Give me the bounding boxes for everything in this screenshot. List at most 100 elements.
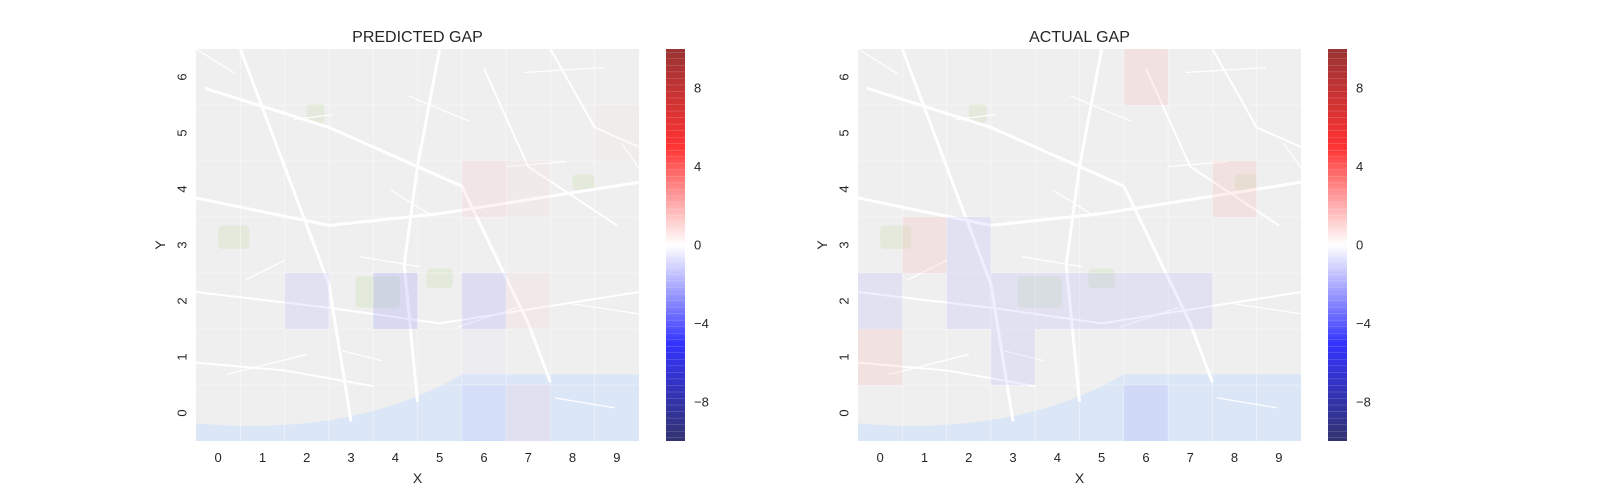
map-minor-road bbox=[1070, 95, 1131, 122]
map-park bbox=[968, 103, 987, 124]
x-tick-label: 2 bbox=[965, 450, 972, 465]
colorbar-tick-label: −4 bbox=[1356, 316, 1371, 331]
heatmap-cell bbox=[1212, 161, 1257, 217]
heatmap-cell bbox=[990, 273, 1036, 329]
x-tick-label: 8 bbox=[569, 450, 576, 465]
x-tick-label: 3 bbox=[347, 450, 354, 465]
heatmap-cell bbox=[1035, 273, 1080, 329]
map-road bbox=[1064, 48, 1104, 402]
map-park bbox=[355, 276, 400, 308]
map-minor-road bbox=[955, 113, 996, 121]
map-park bbox=[572, 174, 595, 191]
map-road bbox=[900, 48, 1015, 422]
y-tick-label: 3 bbox=[837, 241, 852, 248]
heatmap-cell bbox=[461, 273, 507, 329]
x-tick-label: 3 bbox=[1009, 450, 1016, 465]
x-tick-label: 5 bbox=[1098, 450, 1105, 465]
y-tick-label: 3 bbox=[175, 241, 190, 248]
y-tick-label: 4 bbox=[175, 185, 190, 192]
y-tick-label: 5 bbox=[175, 129, 190, 136]
y-tick-label: 5 bbox=[837, 129, 852, 136]
colorbar-tick-label: −8 bbox=[1356, 394, 1371, 409]
y-tick-label: 6 bbox=[837, 73, 852, 80]
heatmap-cell bbox=[284, 273, 329, 329]
map-park bbox=[880, 225, 912, 249]
colorbar bbox=[666, 49, 685, 441]
colorbar-tick-label: 8 bbox=[694, 81, 701, 96]
heatmap-cell bbox=[461, 161, 507, 217]
y-axis-label: Y bbox=[814, 240, 830, 250]
x-tick-label: 9 bbox=[1275, 450, 1282, 465]
map-minor-road bbox=[523, 66, 604, 74]
map-minor-road bbox=[1119, 306, 1180, 328]
y-tick-label: 1 bbox=[175, 353, 190, 360]
heatmap-cell bbox=[858, 329, 903, 385]
y-axis-label: Y bbox=[152, 240, 168, 250]
map-minor-road bbox=[506, 161, 567, 168]
y-tick-label: 2 bbox=[837, 297, 852, 304]
map-minor-road bbox=[857, 48, 899, 75]
map-minor-road bbox=[1216, 397, 1277, 409]
map-minor-road bbox=[1004, 350, 1045, 362]
map-park bbox=[426, 268, 453, 289]
heatmap-cell bbox=[1123, 49, 1169, 105]
heatmap-cell bbox=[506, 385, 551, 441]
map-minor-road bbox=[293, 113, 334, 121]
colorbar-tick-label: −8 bbox=[694, 394, 709, 409]
x-tick-label: 1 bbox=[921, 450, 928, 465]
y-tick-label: 2 bbox=[175, 297, 190, 304]
heatmap-cell bbox=[506, 273, 551, 329]
y-tick-label: 6 bbox=[175, 73, 190, 80]
colorbar-tick-label: 0 bbox=[1356, 238, 1363, 253]
map-road bbox=[195, 291, 640, 325]
colorbar bbox=[1328, 49, 1347, 441]
heatmap-cell bbox=[1079, 273, 1124, 329]
x-tick-label: 9 bbox=[613, 450, 620, 465]
y-tick-label: 1 bbox=[837, 353, 852, 360]
map-road bbox=[238, 48, 353, 422]
map-park bbox=[1234, 174, 1257, 191]
map-park bbox=[1017, 276, 1062, 308]
heatmap-cell bbox=[902, 217, 947, 273]
heatmap-cell bbox=[1123, 385, 1169, 441]
map-road bbox=[402, 48, 442, 402]
x-tick-label: 7 bbox=[1187, 450, 1194, 465]
x-tick-label: 2 bbox=[303, 450, 310, 465]
map-park bbox=[306, 103, 325, 124]
map-minor-road bbox=[572, 303, 640, 315]
map-road bbox=[195, 180, 640, 227]
y-tick-label: 0 bbox=[175, 409, 190, 416]
map-road bbox=[857, 291, 1302, 325]
colorbar-tick-label: −4 bbox=[694, 316, 709, 331]
y-tick-label: 4 bbox=[837, 185, 852, 192]
heatmap-cell bbox=[1168, 273, 1213, 329]
x-tick-label: 1 bbox=[259, 450, 266, 465]
heatmap-cell bbox=[461, 385, 507, 441]
map-minor-road bbox=[408, 95, 469, 122]
map-minor-road bbox=[1185, 66, 1266, 74]
heatmap-cell bbox=[461, 329, 507, 385]
map-road bbox=[483, 68, 618, 227]
chart-title: PREDICTED GAP bbox=[352, 29, 483, 46]
map-minor-road bbox=[1168, 161, 1229, 168]
heatmap-cell bbox=[506, 161, 551, 217]
map-minor-road bbox=[1021, 256, 1083, 268]
map-minor-road bbox=[554, 397, 615, 409]
map-minor-road bbox=[620, 142, 640, 169]
map-minor-road bbox=[457, 306, 518, 328]
y-tick-label: 0 bbox=[837, 409, 852, 416]
x-tick-label: 0 bbox=[877, 450, 884, 465]
x-axis-label: X bbox=[1075, 470, 1085, 486]
heatmap-cell bbox=[858, 273, 903, 329]
heatmap-cell bbox=[1123, 273, 1169, 329]
x-tick-label: 0 bbox=[215, 450, 222, 465]
map-minor-road bbox=[342, 350, 383, 362]
colorbar-tick-label: 0 bbox=[694, 238, 701, 253]
x-tick-label: 6 bbox=[480, 450, 487, 465]
map-minor-road bbox=[195, 48, 237, 75]
heatmap-cell bbox=[594, 105, 639, 161]
map-minor-road bbox=[359, 256, 421, 268]
x-tick-label: 4 bbox=[1054, 450, 1061, 465]
